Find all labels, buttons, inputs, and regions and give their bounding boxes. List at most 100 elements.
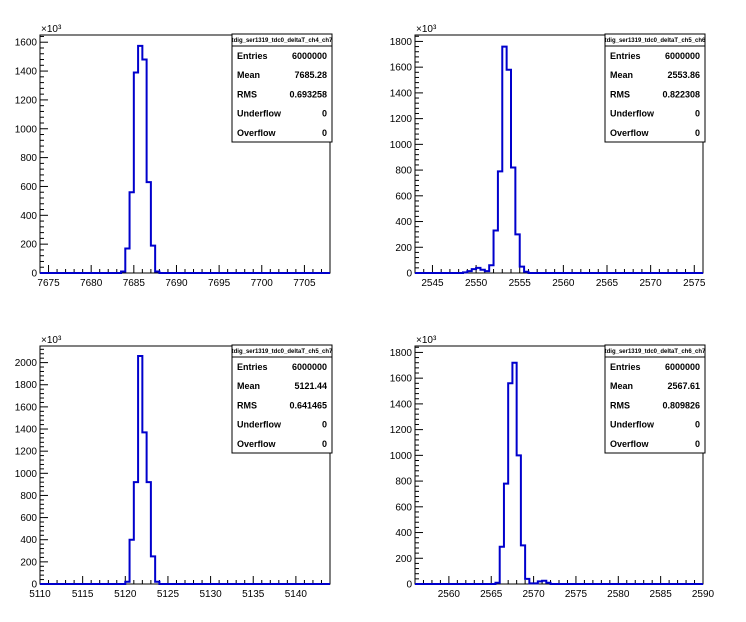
stats-label: RMS — [237, 89, 257, 99]
stats-value: 0.693258 — [289, 89, 327, 99]
y-tick-label: 1000 — [15, 469, 38, 480]
stats-label: Overflow — [237, 128, 277, 138]
y-tick-label: 200 — [20, 240, 37, 251]
y-tick-label: 1000 — [390, 140, 413, 151]
x-tick-label: 7690 — [165, 278, 188, 289]
stats-box — [231, 344, 333, 454]
x-tick-label: 5135 — [242, 589, 265, 600]
y-tick-label: 200 — [395, 554, 412, 565]
y-tick-label: 800 — [395, 166, 412, 177]
histogram-series — [415, 361, 703, 585]
y-tick-label: 800 — [20, 491, 37, 502]
y-tick-label: 1800 — [15, 380, 38, 391]
histogram-panel-2: 0 200 400 600 800 1000 1200 1400 1600 1800 2545 255… — [390, 24, 706, 289]
y-tick-label: 600 — [20, 513, 37, 524]
y-tick-label: 1400 — [390, 399, 413, 410]
y-tick-label: 0 — [31, 269, 37, 280]
histogram-series — [40, 354, 330, 585]
stats-label: RMS — [237, 400, 257, 410]
x-tick-label: 2550 — [465, 278, 488, 289]
y-tick-label: 1400 — [390, 88, 413, 99]
stats-label: Entries — [610, 362, 641, 372]
x-tick-label: 7695 — [208, 278, 231, 289]
y-tick-label: 1600 — [390, 63, 413, 74]
stats-label: Mean — [610, 381, 633, 391]
stats-value: 0 — [322, 439, 327, 449]
y-axis-multiplier: ×10³ — [41, 335, 62, 346]
x-tick-label: 2580 — [607, 589, 630, 600]
x-tick-label: 5125 — [157, 589, 180, 600]
stats-label: Entries — [237, 51, 268, 61]
y-tick-label: 600 — [20, 182, 37, 193]
stats-box — [231, 33, 333, 143]
x-tick-label: 5130 — [199, 589, 222, 600]
stats-label: Overflow — [610, 128, 650, 138]
x-tick-label: 2590 — [692, 589, 715, 600]
x-tick-label: 5140 — [285, 589, 308, 600]
stats-value: 6000000 — [665, 362, 700, 372]
x-tick-label: 2570 — [522, 589, 545, 600]
y-tick-label: 1600 — [15, 402, 38, 413]
histogram-panel-1: 0 200 400 600 800 1000 1200 1400 1600 7675 7680 768… — [15, 24, 333, 289]
stats-label: Mean — [237, 381, 260, 391]
stats-label: Entries — [237, 362, 268, 372]
y-tick-label: 1200 — [390, 425, 413, 436]
stats-value: 2567.61 — [667, 381, 700, 391]
stats-value: 0 — [695, 109, 700, 119]
x-tick-label: 7685 — [123, 278, 146, 289]
stats-value: 0 — [322, 109, 327, 119]
stats-value: 0 — [695, 128, 700, 138]
y-tick-label: 1200 — [390, 114, 413, 125]
y-tick-label: 1800 — [390, 348, 413, 359]
stats-value: 6000000 — [292, 362, 327, 372]
x-tick-label: 7675 — [37, 278, 60, 289]
x-tick-label: 5110 — [29, 589, 51, 600]
stats-title: tdig_ser1319_tdc0_deltaT_ch6_ch7 — [605, 349, 706, 355]
y-tick-label: 0 — [406, 269, 412, 280]
y-tick-label: 200 — [20, 557, 37, 568]
y-tick-label: 400 — [395, 217, 412, 228]
stats-label: Underflow — [610, 420, 655, 430]
stats-label: Mean — [610, 70, 633, 80]
stats-label: Underflow — [237, 109, 282, 119]
x-tick-label: 2585 — [650, 589, 673, 600]
x-tick-label: 2555 — [509, 278, 532, 289]
stats-value: 0.822308 — [662, 89, 700, 99]
x-tick-label: 2560 — [552, 278, 575, 289]
y-tick-label: 600 — [395, 502, 412, 513]
y-tick-label: 1200 — [15, 95, 38, 106]
stats-value: 2553.86 — [667, 70, 700, 80]
x-tick-label: 2545 — [421, 278, 444, 289]
histogram-series — [415, 45, 703, 274]
y-tick-label: 400 — [20, 211, 37, 222]
x-tick-label: 2570 — [640, 278, 663, 289]
stats-box — [604, 344, 706, 454]
x-tick-label: 5120 — [114, 589, 137, 600]
y-tick-label: 2000 — [15, 358, 38, 369]
stats-label: Underflow — [610, 109, 655, 119]
stats-value: 0 — [322, 420, 327, 430]
y-tick-label: 400 — [20, 535, 37, 546]
x-tick-label: 2560 — [438, 589, 461, 600]
y-tick-label: 1800 — [390, 37, 413, 48]
x-tick-label: 7700 — [251, 278, 274, 289]
stats-title: tdig_ser1319_tdc0_deltaT_ch5_ch7 — [232, 349, 333, 355]
stats-label: Overflow — [610, 439, 650, 449]
stats-box — [604, 33, 706, 143]
y-axis-multiplier: ×10³ — [41, 24, 62, 35]
y-tick-label: 0 — [31, 580, 37, 591]
y-tick-label: 800 — [20, 153, 37, 164]
stats-value: 6000000 — [665, 51, 700, 61]
stats-label: RMS — [610, 89, 630, 99]
stats-value: 0.809826 — [662, 400, 700, 410]
stats-value: 7685.28 — [294, 70, 327, 80]
x-tick-label: 2575 — [565, 589, 588, 600]
stats-value: 6000000 — [292, 51, 327, 61]
stats-value: 0 — [695, 420, 700, 430]
x-tick-label: 7705 — [293, 278, 316, 289]
y-tick-label: 1600 — [390, 374, 413, 385]
stats-label: Overflow — [237, 439, 277, 449]
stats-value: 0.641465 — [289, 400, 327, 410]
y-tick-label: 1400 — [15, 425, 38, 436]
